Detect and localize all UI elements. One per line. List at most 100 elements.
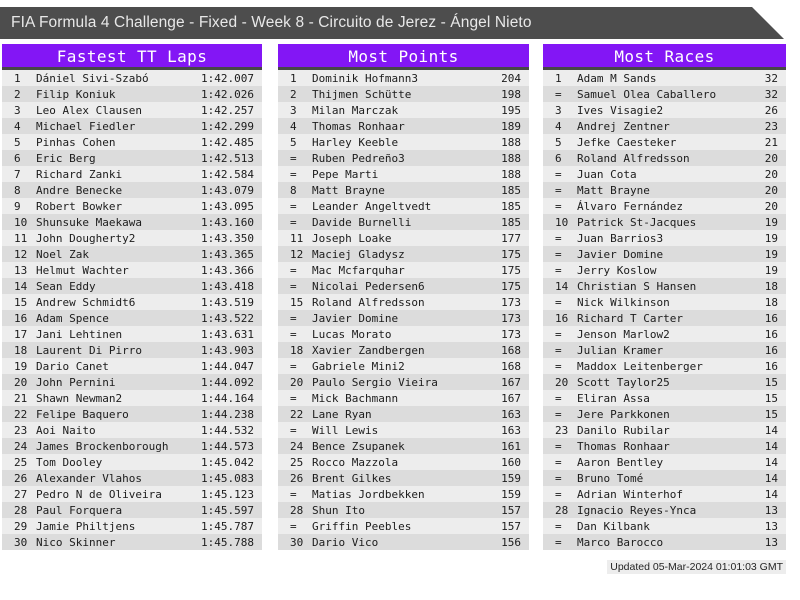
table-row: = Jere Parkkonen 15 — [543, 406, 786, 422]
page-title: FIA Formula 4 Challenge - Fixed - Week 8… — [11, 14, 532, 31]
row-driver-name: Eliran Assa — [577, 391, 650, 405]
table-row: 6 Eric Berg 1:42.513 — [2, 150, 262, 166]
row-value: 1:44.092 — [201, 375, 254, 389]
row-rank: 12 — [14, 247, 28, 261]
table-row: 18 Xavier Zandbergen 168 — [278, 342, 529, 358]
table-row: 26 Brent Gilkes 159 — [278, 470, 529, 486]
row-rank: 15 — [290, 295, 304, 309]
row-rank: = — [290, 423, 297, 437]
row-rank: 16 — [14, 311, 28, 325]
row-driver-name: Bence Zsupanek — [312, 439, 405, 453]
row-value: 1:45.123 — [201, 487, 254, 501]
table-row: = Bruno Tomé 14 — [543, 470, 786, 486]
row-rank: = — [555, 343, 562, 357]
row-value: 14 — [764, 471, 778, 485]
row-value: 32 — [764, 87, 778, 101]
row-value: 19 — [764, 215, 778, 229]
table-row: 20 Scott Taylor25 15 — [543, 374, 786, 390]
row-value: 159 — [501, 471, 521, 485]
table-row: 5 Pinhas Cohen 1:42.485 — [2, 134, 262, 150]
row-driver-name: Matt Brayne — [312, 183, 385, 197]
table-row: 2 Filip Koniuk 1:42.026 — [2, 86, 262, 102]
row-value: 1:44.164 — [201, 391, 254, 405]
table-row: = Dan Kilbank 13 — [543, 518, 786, 534]
row-driver-name: Richard Zanki — [36, 167, 123, 181]
table-row: 29 Jamie Philtjens 1:45.787 — [2, 518, 262, 534]
row-rank: 11 — [290, 231, 304, 245]
row-value: 1:42.007 — [201, 71, 254, 85]
row-rank: 6 — [14, 151, 21, 165]
table-row: 7 Richard Zanki 1:42.584 — [2, 166, 262, 182]
table-row: 16 Richard T Carter 16 — [543, 310, 786, 326]
row-driver-name: Harley Keeble — [312, 135, 399, 149]
row-value: 163 — [501, 423, 521, 437]
row-rank: 30 — [14, 535, 28, 549]
row-value: 168 — [501, 343, 521, 357]
row-driver-name: Thomas Ronhaar — [312, 119, 405, 133]
row-value: 1:43.095 — [201, 199, 254, 213]
table-row: 19 Dario Canet 1:44.047 — [2, 358, 262, 374]
row-rank: 26 — [14, 471, 28, 485]
row-rank: = — [555, 535, 562, 549]
table-row: 1 Dániel Sivi-Szabó 1:42.007 — [2, 70, 262, 86]
row-driver-name: Jenson Marlow2 — [577, 327, 670, 341]
row-driver-name: John Dougherty2 — [36, 231, 136, 245]
table-row: = Adrian Winterhof 14 — [543, 486, 786, 502]
row-value: 163 — [501, 407, 521, 421]
row-driver-name: Jere Parkkonen — [577, 407, 670, 421]
table-row: = Will Lewis 163 — [278, 422, 529, 438]
table-row: 5 Harley Keeble 188 — [278, 134, 529, 150]
row-driver-name: Dániel Sivi-Szabó — [36, 71, 149, 85]
row-driver-name: Nick Wilkinson — [577, 295, 670, 309]
row-driver-name: Dario Canet — [36, 359, 109, 373]
table-row: 15 Roland Alfredsson 173 — [278, 294, 529, 310]
row-driver-name: Andrew Schmidt6 — [36, 295, 136, 309]
row-rank: 13 — [14, 263, 28, 277]
table-row: = Thomas Ronhaar 14 — [543, 438, 786, 454]
row-driver-name: Robert Bowker — [36, 199, 123, 213]
table-row: 3 Leo Alex Clausen 1:42.257 — [2, 102, 262, 118]
row-value: 19 — [764, 247, 778, 261]
row-driver-name: Christian S Hansen — [577, 279, 697, 293]
row-rank: 2 — [290, 87, 297, 101]
row-value: 1:42.513 — [201, 151, 254, 165]
row-driver-name: Griffin Peebles — [312, 519, 412, 533]
row-value: 1:43.160 — [201, 215, 254, 229]
row-rank: = — [555, 407, 562, 421]
row-rank: 28 — [290, 503, 304, 517]
table-row: 30 Nico Skinner 1:45.788 — [2, 534, 262, 550]
row-rank: = — [555, 263, 562, 277]
row-value: 175 — [501, 247, 521, 261]
row-rank: = — [290, 391, 297, 405]
row-value: 1:43.903 — [201, 343, 254, 357]
row-value: 188 — [501, 167, 521, 181]
row-value: 15 — [764, 391, 778, 405]
row-rank: 6 — [555, 151, 562, 165]
row-value: 16 — [764, 343, 778, 357]
row-rank: = — [290, 519, 297, 533]
row-rank: 7 — [14, 167, 21, 181]
row-value: 185 — [501, 199, 521, 213]
table-row: = Juan Barrios3 19 — [543, 230, 786, 246]
row-driver-name: Jamie Philtjens — [36, 519, 136, 533]
title-bar-background — [0, 7, 784, 39]
row-rank: 8 — [290, 183, 297, 197]
row-rank: 1 — [14, 71, 21, 85]
table-row: 4 Michael Fiedler 1:42.299 — [2, 118, 262, 134]
row-driver-name: Jani Lehtinen — [36, 327, 123, 341]
row-value: 1:43.522 — [201, 311, 254, 325]
table-row: = Matias Jordbekken 159 — [278, 486, 529, 502]
row-value: 188 — [501, 135, 521, 149]
row-rank: = — [290, 215, 297, 229]
table-row: = Marco Barocco 13 — [543, 534, 786, 550]
row-value: 1:42.026 — [201, 87, 254, 101]
row-value: 14 — [764, 439, 778, 453]
row-value: 1:43.366 — [201, 263, 254, 277]
table-row: 9 Robert Bowker 1:43.095 — [2, 198, 262, 214]
row-value: 1:43.631 — [201, 327, 254, 341]
row-value: 185 — [501, 215, 521, 229]
row-rank: 17 — [14, 327, 28, 341]
row-driver-name: Samuel Olea Caballero — [577, 87, 717, 101]
row-driver-name: Leander Angeltvedt — [312, 199, 432, 213]
column-header-most-points: Most Points — [278, 44, 529, 70]
